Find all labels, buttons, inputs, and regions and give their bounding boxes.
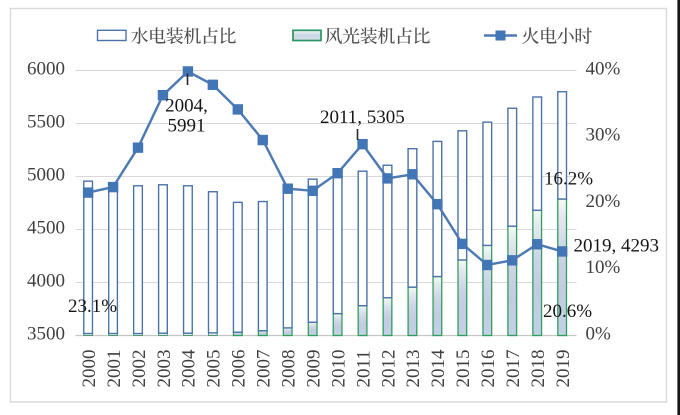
svg-text:2011: 2011 [353, 350, 374, 387]
svg-text:2000: 2000 [79, 350, 100, 388]
svg-text:2012: 2012 [378, 350, 399, 388]
svg-text:2005: 2005 [204, 350, 225, 388]
svg-text:5500: 5500 [27, 112, 65, 133]
svg-text:2006: 2006 [229, 350, 250, 388]
svg-text:2019: 2019 [553, 350, 574, 388]
svg-text:4500: 4500 [27, 218, 65, 239]
svg-text:23.1%: 23.1% [68, 296, 117, 317]
svg-text:2001: 2001 [104, 350, 125, 388]
svg-text:5991: 5991 [168, 116, 206, 137]
svg-text:2015: 2015 [453, 350, 474, 388]
svg-text:10%: 10% [586, 257, 621, 278]
svg-text:2017: 2017 [503, 350, 524, 388]
svg-text:2008: 2008 [279, 350, 300, 388]
svg-text:3500: 3500 [27, 324, 65, 345]
svg-text:2010: 2010 [328, 350, 349, 388]
svg-text:0%: 0% [586, 323, 612, 344]
svg-text:2011, 5305: 2011, 5305 [320, 107, 405, 128]
svg-text:2019, 4293: 2019, 4293 [574, 236, 660, 257]
svg-text:2002: 2002 [129, 350, 150, 388]
svg-text:2009: 2009 [303, 350, 324, 388]
svg-text:2018: 2018 [528, 350, 549, 388]
svg-text:5000: 5000 [27, 165, 65, 186]
svg-text:20%: 20% [586, 191, 621, 212]
svg-text:30%: 30% [586, 125, 621, 146]
svg-text:2004: 2004 [179, 349, 200, 388]
svg-text:16.2%: 16.2% [544, 169, 593, 190]
svg-text:40%: 40% [586, 58, 621, 79]
svg-text:2016: 2016 [478, 350, 499, 388]
svg-text:2007: 2007 [254, 350, 275, 388]
svg-text:2014: 2014 [428, 349, 449, 388]
svg-text:2013: 2013 [403, 350, 424, 388]
svg-text:6000: 6000 [27, 59, 65, 80]
svg-text:2004,: 2004, [165, 96, 208, 117]
svg-text:2003: 2003 [154, 350, 175, 388]
svg-text:4000: 4000 [27, 271, 65, 292]
svg-text:20.6%: 20.6% [543, 301, 592, 322]
